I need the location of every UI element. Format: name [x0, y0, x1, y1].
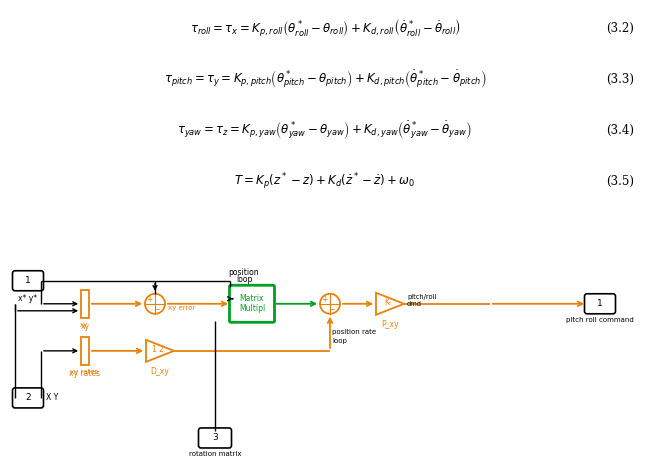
Text: +: + — [146, 295, 153, 304]
Text: X Y: X Y — [46, 393, 58, 403]
FancyBboxPatch shape — [198, 428, 231, 448]
Text: 1 2: 1 2 — [152, 345, 164, 354]
Text: (3.2): (3.2) — [606, 21, 634, 34]
Text: position rate: position rate — [332, 329, 376, 335]
Text: xy: xy — [81, 322, 90, 331]
Text: $T = K_p(z^* - z) + K_d(\dot{z}^* - \dot{z}) + \omega_0$: $T = K_p(z^* - z) + K_d(\dot{z}^* - \dot… — [235, 171, 415, 192]
Text: rotation matrix: rotation matrix — [188, 451, 241, 457]
Text: dmd: dmd — [407, 301, 422, 307]
Text: xy: xy — [80, 322, 88, 328]
Text: pitch roll command: pitch roll command — [566, 317, 634, 323]
Text: position: position — [229, 268, 259, 277]
Polygon shape — [376, 293, 404, 315]
Text: 3: 3 — [212, 433, 218, 442]
Bar — [81, 337, 89, 365]
Bar — [81, 290, 89, 318]
Text: Multipl: Multipl — [239, 304, 265, 313]
FancyBboxPatch shape — [12, 271, 44, 291]
Text: D_xy: D_xy — [151, 367, 170, 376]
Text: 1: 1 — [597, 299, 603, 308]
Text: −: − — [153, 305, 160, 314]
Text: $\tau_{yaw} = \tau_z = K_{p,yaw}\left(\theta^*_{yaw} - \theta_{yaw}\right) + K_{: $\tau_{yaw} = \tau_z = K_{p,yaw}\left(\t… — [177, 120, 473, 141]
Text: loop: loop — [332, 338, 347, 344]
Text: 1: 1 — [25, 276, 31, 285]
Text: 2: 2 — [25, 393, 31, 403]
Text: $\tau_{roll} = \tau_x = K_{p,roll}\left(\theta^*_{roll} - \theta_{roll}\right) +: $\tau_{roll} = \tau_x = K_{p,roll}\left(… — [190, 17, 460, 39]
Circle shape — [320, 294, 340, 314]
Text: (3.4): (3.4) — [606, 124, 634, 137]
FancyBboxPatch shape — [12, 388, 44, 408]
Text: xy rates: xy rates — [70, 369, 98, 375]
Text: K-: K- — [385, 298, 391, 307]
Circle shape — [145, 294, 165, 314]
FancyBboxPatch shape — [229, 285, 274, 322]
Text: (3.5): (3.5) — [606, 175, 634, 188]
Text: $\tau_{pitch} = \tau_y = K_{p,pitch}\left(\theta^*_{pitch} - \theta_{pitch}\righ: $\tau_{pitch} = \tau_y = K_{p,pitch}\lef… — [164, 69, 486, 90]
Text: xy error: xy error — [168, 305, 196, 311]
FancyBboxPatch shape — [584, 294, 616, 314]
Polygon shape — [146, 340, 174, 362]
Text: xy rates: xy rates — [70, 369, 101, 378]
Text: (3.3): (3.3) — [606, 73, 634, 86]
Text: x* y*: x* y* — [18, 294, 38, 303]
Text: pitch/roll: pitch/roll — [407, 294, 436, 300]
Text: +: + — [321, 295, 328, 304]
Text: P_xy: P_xy — [382, 320, 398, 329]
Text: −: − — [328, 305, 335, 314]
Text: loop: loop — [236, 275, 252, 284]
Text: Matrix: Matrix — [240, 295, 265, 303]
